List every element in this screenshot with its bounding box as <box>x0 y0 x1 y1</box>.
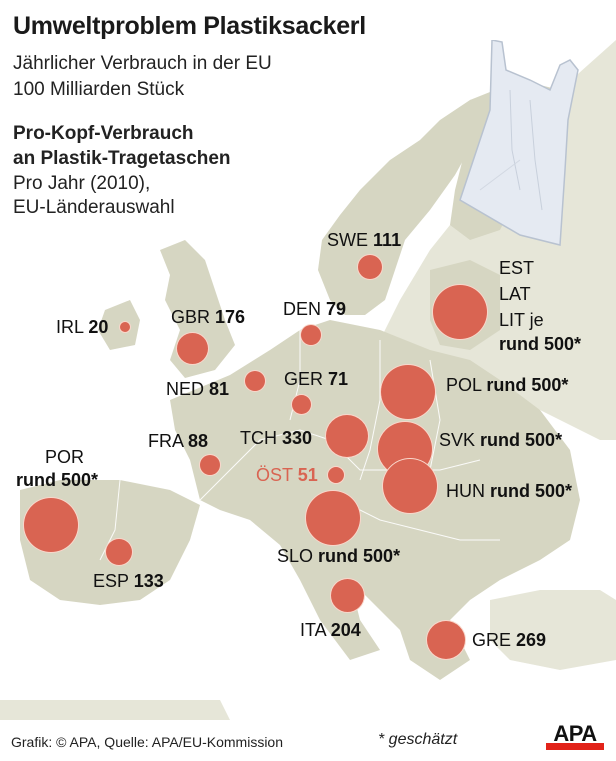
bubble-hun <box>382 458 438 514</box>
label-gbr: GBR 176 <box>171 307 246 327</box>
bubble-ost <box>327 466 345 484</box>
label-den: DEN 79 <box>283 299 347 319</box>
bubble-tch <box>325 414 369 458</box>
bubble-fra <box>199 454 221 476</box>
bubble-pol <box>380 364 436 420</box>
bubble-irl <box>119 321 131 333</box>
bubble-gre <box>426 620 466 660</box>
label-est: EST <box>499 258 535 278</box>
apa-logo-bar <box>546 743 604 750</box>
section-subtitle-2: EU-Länderauswahl <box>13 197 175 218</box>
bubble-ger <box>291 394 312 415</box>
label-esp: ESP 133 <box>93 571 164 591</box>
bubble-slo <box>305 490 361 546</box>
label-ost: ÖST 51 <box>256 465 318 485</box>
label-por-code: POR <box>45 447 85 467</box>
label-gre: GRE 269 <box>472 630 547 650</box>
bubble-por <box>23 497 79 553</box>
label-irl: IRL 20 <box>56 317 109 337</box>
label-slo: SLO rund 500* <box>277 546 401 566</box>
bubble-swe <box>357 254 383 280</box>
label-ger: GER 71 <box>284 369 349 389</box>
label-baltics-value: rund 500* <box>499 334 582 354</box>
bubble-ita <box>330 578 365 613</box>
label-pol: POL rund 500* <box>446 375 569 395</box>
bubble-den <box>300 324 322 346</box>
label-lat: LAT <box>499 284 531 304</box>
apa-logo: APA <box>545 723 605 751</box>
bubble-gbr <box>176 332 209 365</box>
annual-consumption-line: Jährlicher Verbrauch in der EU <box>13 53 272 74</box>
label-ned: NED 81 <box>166 379 230 399</box>
apa-logo-text: APA <box>553 721 597 746</box>
annual-consumption-value: 100 Milliarden Stück <box>13 79 185 100</box>
label-ita: ITA 204 <box>300 620 361 640</box>
section-title-1: Pro-Kopf-Verbrauch <box>13 123 194 144</box>
bubble-baltics <box>432 284 488 340</box>
label-tch: TCH 330 <box>240 428 313 448</box>
estimate-footnote: * geschätzt <box>378 731 458 748</box>
section-subtitle-1: Pro Jahr (2010), <box>13 173 151 194</box>
label-hun: HUN rund 500* <box>446 481 573 501</box>
label-swe: SWE 111 <box>327 230 402 250</box>
label-por-value: rund 500* <box>16 470 99 490</box>
page-title: Umweltproblem Plastiksackerl <box>13 12 366 40</box>
plastic-bag-illustration <box>459 40 579 246</box>
section-title-2: an Plastik-Tragetaschen <box>13 148 231 169</box>
source-credit: Grafik: © APA, Quelle: APA/EU-Kommission <box>11 734 283 750</box>
label-svk: SVK rund 500* <box>439 430 563 450</box>
label-lit: LIT je <box>499 310 544 330</box>
bubble-esp <box>105 538 133 566</box>
bubble-ned <box>244 370 266 392</box>
label-fra: FRA 88 <box>148 431 209 451</box>
